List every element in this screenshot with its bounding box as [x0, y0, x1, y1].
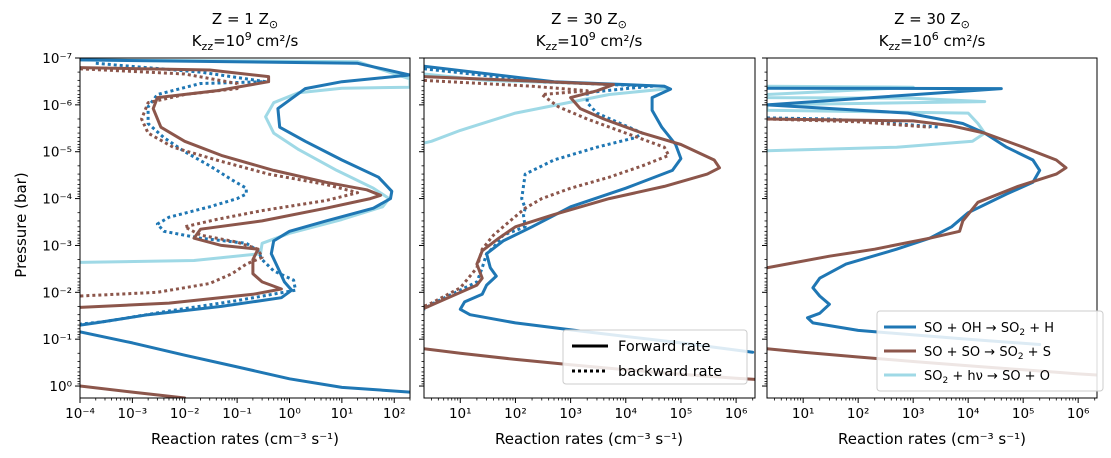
panel-2-title-line2: Kzz=109 cm²/s	[536, 30, 643, 53]
x-tick-label: 10⁵	[670, 406, 693, 422]
y-axis-label: Pressure (bar)	[12, 172, 30, 277]
series-line-so-oh-forward	[424, 64, 755, 354]
panel-2: 10¹ 10² 10³ 10⁴ 10⁵ 10⁶	[419, 57, 756, 422]
panel-3-title-line1: Z = 30 Z⊙	[894, 10, 970, 31]
panel-1-x-axis-label: Reaction rates (cm⁻³ s⁻¹)	[151, 430, 339, 448]
x-tick-label: 10⁴	[614, 406, 637, 422]
series-line-so-oh-backward	[80, 61, 297, 326]
legend-so-so-label: SO + SO → SO2 + S	[924, 345, 1051, 362]
panel-1-minor-ticks	[77, 71, 411, 401]
y-tick-label: 10⁻³	[42, 238, 72, 254]
series-line-so-so-backward	[424, 78, 671, 308]
x-tick-label: 10¹	[792, 406, 815, 422]
panel-3-x-axis-label: Reaction rates (cm⁻³ s⁻¹)	[838, 430, 1026, 448]
x-tick-label: 10³	[559, 406, 582, 422]
reaction-legend: SO + OH → SO2 + H SO + SO → SO2 + S SO2 …	[876, 310, 1104, 392]
y-tick-label: 10⁰	[49, 379, 72, 395]
x-tick-label: 10⁻¹	[222, 406, 252, 422]
series-line-so-so-forward	[767, 117, 1068, 270]
x-tick-label: 10⁻⁴	[65, 406, 95, 422]
reaction-legend-box	[876, 310, 1104, 392]
rate-type-legend: Forward rate backward rate	[562, 329, 748, 385]
panel-2-title: Z = 30 Z⊙ Kzz=109 cm²/s	[536, 10, 643, 53]
panel-3-title-line2: Kzz=106 cm²/s	[879, 30, 986, 53]
series-line-so-so-backward	[80, 67, 360, 298]
x-tick-label: 10²	[504, 406, 527, 422]
series-line-so-so-backward	[767, 117, 930, 129]
x-tick-label: 10⁰	[278, 406, 301, 422]
y-tick-label: 10⁻²	[42, 285, 72, 301]
x-tick-label: 10²	[383, 406, 406, 422]
y-tick-label: 10⁻⁷	[42, 51, 72, 67]
x-tick-label: 10³	[902, 406, 925, 422]
x-tick-label: 10²	[847, 406, 870, 422]
panel-1: 10⁻⁴ 10⁻³ 10⁻² 10⁻¹ 10⁰ 10¹ 10² 10⁻⁷ 10⁻⁶ 10⁻⁵ 10⁻…	[42, 51, 411, 422]
panel-2-title-line1: Z = 30 Z⊙	[551, 10, 627, 31]
series-line-so2-hv-forward	[767, 84, 987, 153]
panel-3-title: Z = 30 Z⊙ Kzz=106 cm²/s	[879, 10, 986, 53]
legend-so2-hv-label: SO2 + hν → SO + O	[924, 369, 1050, 386]
panel-3-major-ticks: 10¹ 10² 10³ 10⁴ 10⁵ 10⁶	[762, 57, 1090, 422]
legend-forward-label: Forward rate	[618, 339, 710, 355]
x-tick-label: 10⁵	[1012, 406, 1035, 422]
panel-3: 10¹ 10² 10³ 10⁴ 10⁵ 10⁶	[762, 57, 1098, 422]
panel-1-title-line1: Z = 1 Z⊙	[212, 10, 278, 31]
panel-1-series	[80, 58, 410, 398]
series-line-so-oh-forward-deep	[80, 330, 410, 394]
panel-2-x-axis-label: Reaction rates (cm⁻³ s⁻¹)	[495, 430, 683, 448]
series-line-so-oh-forward	[767, 86, 1042, 346]
x-tick-label: 10⁶	[725, 406, 748, 422]
y-tick-label: 10⁻⁴	[42, 192, 72, 208]
x-tick-label: 10⁻³	[118, 406, 148, 422]
x-tick-label: 10⁶	[1067, 406, 1090, 422]
y-tick-label: 10⁻¹	[42, 332, 72, 348]
panel-1-frame	[79, 57, 411, 399]
panel-3-frame	[766, 57, 1098, 399]
y-tick-label: 10⁻⁶	[42, 98, 72, 114]
x-tick-label: 10⁻²	[170, 406, 200, 422]
legend-so-oh-label: SO + OH → SO2 + H	[924, 321, 1054, 338]
y-tick-label: 10⁻⁵	[42, 145, 72, 161]
series-line-so-oh-forward	[80, 58, 410, 327]
x-tick-label: 10¹	[331, 406, 354, 422]
panel-2-major-ticks: 10¹ 10² 10³ 10⁴ 10⁵ 10⁶	[419, 57, 748, 422]
series-line-so-so-forward	[80, 66, 383, 309]
series-line-so-so-forward	[424, 75, 721, 310]
panel-1-title: Z = 1 Z⊙ Kzz=109 cm²/s	[192, 10, 299, 53]
x-tick-label: 10¹	[449, 406, 472, 422]
series-line-so-so-forward-deep	[80, 384, 187, 398]
panel-2-frame	[423, 57, 756, 399]
rate-type-legend-box	[562, 329, 748, 385]
legend-backward-label: backward rate	[618, 364, 722, 380]
panel-1-title-line2: Kzz=109 cm²/s	[192, 30, 299, 53]
panel-1-major-ticks: 10⁻⁴ 10⁻³ 10⁻² 10⁻¹ 10⁰ 10¹ 10² 10⁻⁷ 10⁻⁶ 10⁻⁵ 10⁻…	[42, 51, 405, 422]
series-line-so-oh-backward	[424, 67, 654, 311]
series-line-so2-hv-forward	[80, 58, 410, 264]
x-tick-label: 10⁴	[957, 406, 980, 422]
